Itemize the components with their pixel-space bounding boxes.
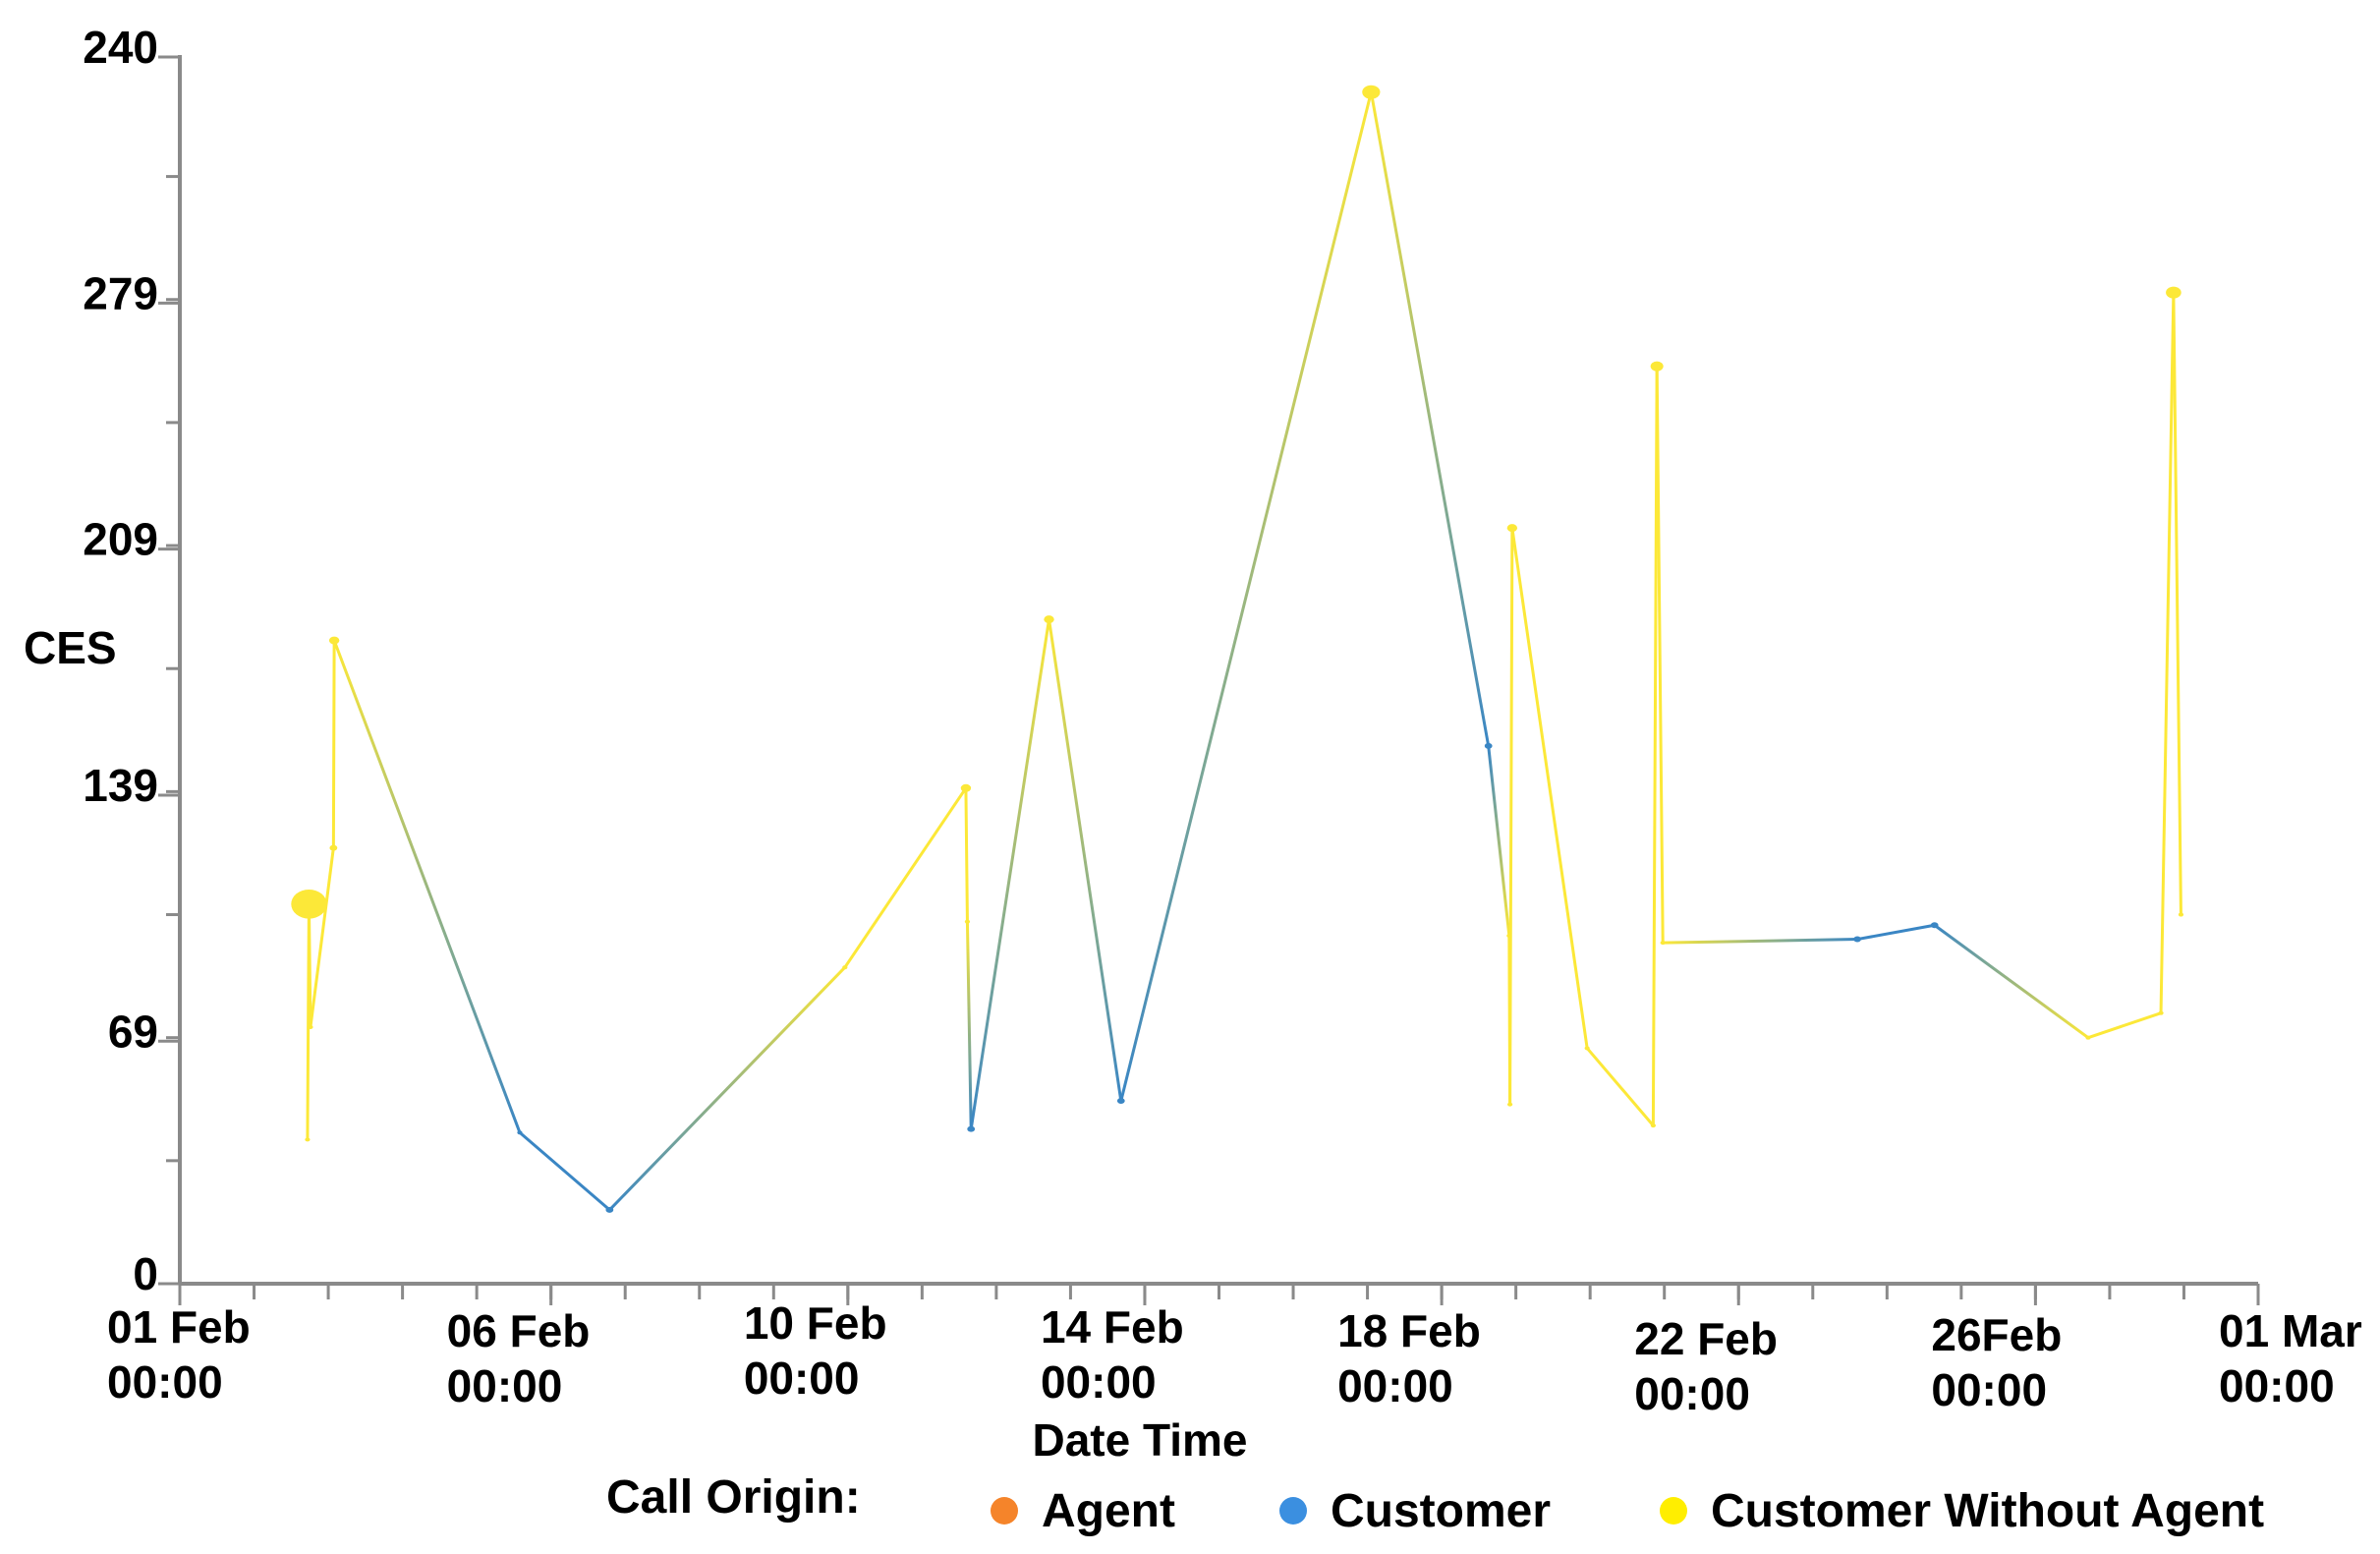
x-tick-label: 22 Feb (1634, 1313, 1778, 1364)
data-point (308, 1024, 313, 1029)
line-segment (964, 786, 969, 924)
x-tick-label: 18 Feb (1337, 1305, 1481, 1356)
line-segment (1651, 365, 1659, 1127)
x-tick-label: 01 Feb (107, 1301, 251, 1353)
data-point (1506, 524, 1518, 533)
x-tick-label: 26Feb (1931, 1309, 2062, 1360)
data-point (291, 889, 327, 919)
chart-line-segments (306, 90, 2182, 1212)
x-tick-time-label: 00:00 (1337, 1360, 1453, 1411)
data-point (1584, 1046, 1590, 1051)
x-tick-time-label: 00:00 (1041, 1356, 1157, 1408)
data-point (964, 919, 971, 924)
line-segment (307, 902, 312, 1029)
data-point (1362, 85, 1381, 99)
data-point (1853, 936, 1862, 943)
line-segment (1119, 90, 1373, 1103)
line-segment (2086, 1011, 2163, 1040)
line-segment (1655, 365, 1665, 945)
y-tick-label: 240 (83, 22, 158, 73)
data-point (2085, 1035, 2091, 1040)
x-axis-title: Date Time (1032, 1414, 1247, 1466)
legend-label: Customer (1331, 1485, 1551, 1537)
line-segment (607, 965, 847, 1212)
chart-legend: Call Origin: Agent Customer Customer Witho… (606, 1471, 2264, 1537)
x-tick-time-label: 00:00 (107, 1356, 223, 1408)
legend-title: Call Origin: (606, 1471, 861, 1524)
line-segment (843, 786, 968, 969)
legend-marker (991, 1497, 1018, 1525)
line-segment (309, 846, 335, 1029)
line-segment (1048, 617, 1123, 1103)
y-tick-label: 279 (83, 267, 158, 318)
data-point (328, 636, 340, 645)
data-point (967, 1125, 976, 1132)
data-point (605, 1206, 614, 1213)
data-point (1660, 941, 1666, 946)
data-point (329, 844, 338, 851)
data-point (1650, 1123, 1656, 1128)
data-point (305, 1137, 311, 1142)
data-point (2166, 286, 2182, 299)
data-point (1044, 615, 1054, 624)
data-point (2158, 1010, 2164, 1015)
x-tick-label: 14 Feb (1041, 1301, 1184, 1353)
data-point (960, 783, 972, 792)
data-point (2178, 912, 2184, 917)
line-segment (1855, 923, 1937, 942)
line-segment (1933, 923, 2090, 1040)
chart-points (291, 85, 2184, 1213)
line-segment (332, 639, 522, 1134)
x-tick-time-label: 00:00 (1931, 1364, 2047, 1415)
line-segment (1508, 526, 1514, 1107)
x-tick-label: 01 Mar (2219, 1305, 2362, 1356)
line-segment (2159, 291, 2176, 1015)
y-tick-label: 139 (83, 760, 158, 811)
data-point (1650, 361, 1664, 372)
x-tick-time-label: 00:00 (447, 1360, 563, 1411)
line-segment (969, 617, 1051, 1131)
x-tick-label: 06 Feb (447, 1305, 591, 1356)
data-point (1116, 1098, 1125, 1105)
line-segment (518, 1130, 611, 1212)
data-point (1506, 933, 1512, 938)
line-segment (1369, 90, 1491, 748)
y-tick-label: 209 (83, 514, 158, 565)
line-segment (965, 920, 973, 1131)
data-point (1484, 742, 1493, 749)
line-segment (1585, 1046, 1655, 1127)
y-axis-title: CES (24, 622, 117, 673)
legend-label: Agent (1042, 1485, 1175, 1537)
line-segment (1661, 938, 1859, 945)
line-segment (2172, 291, 2182, 917)
line-segment (1487, 744, 1511, 938)
data-point (1930, 922, 1939, 929)
x-tick-label: 10 Feb (744, 1297, 887, 1349)
x-tick-time-label: 00:00 (744, 1353, 860, 1404)
legend-label: Customer Without Agent (1711, 1485, 2264, 1537)
legend-marker (1660, 1497, 1687, 1525)
line-segment (1510, 526, 1589, 1050)
line-segment (331, 639, 336, 850)
data-point (842, 965, 848, 970)
data-point (1507, 1102, 1513, 1107)
y-tick-label: 0 (133, 1248, 158, 1299)
legend-marker (1279, 1497, 1307, 1525)
y-tick-label: 69 (108, 1006, 158, 1057)
x-tick-time-label: 00:00 (2219, 1360, 2335, 1411)
data-point (517, 1130, 523, 1135)
x-tick-time-label: 00:00 (1634, 1368, 1750, 1419)
